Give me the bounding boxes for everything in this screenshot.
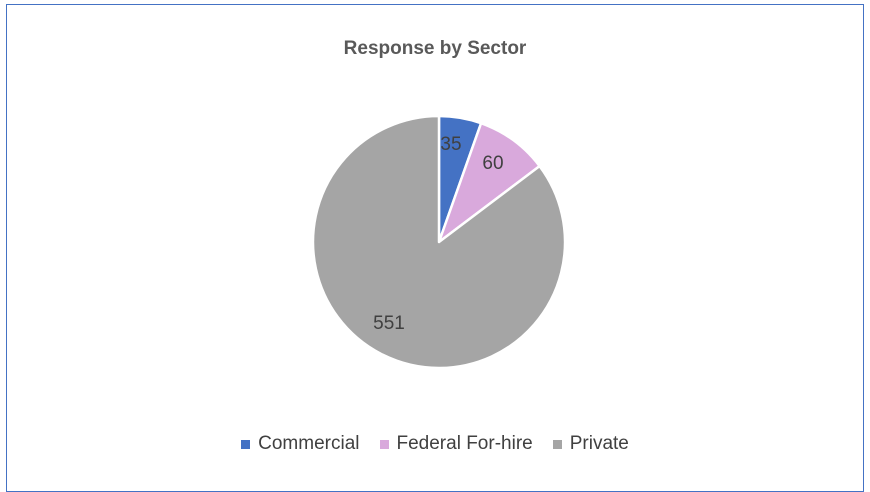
data-label-federal-for-hire: 60 [482, 153, 503, 174]
legend-item-private: Private [552, 433, 629, 455]
data-label-commercial: 35 [440, 134, 461, 155]
pie-chart: 35 60 551 [311, 114, 567, 370]
legend-item-federal-for-hire: Federal For-hire [379, 433, 533, 455]
legend-swatch-federal-for-hire [379, 439, 389, 449]
pie-slice-private [311, 114, 567, 370]
legend-swatch-commercial [241, 439, 251, 449]
legend-swatch-private [552, 439, 562, 449]
data-label-private: 551 [373, 313, 405, 334]
chart-title: Response by Sector [343, 38, 527, 59]
legend-label-federal-for-hire: Federal For-hire [396, 433, 533, 454]
legend-label-private: Private [569, 433, 629, 454]
chart-legend: Commercial Federal For-hire Private [7, 433, 863, 455]
legend-label-commercial: Commercial [258, 433, 360, 454]
legend-item-commercial: Commercial [241, 433, 360, 455]
